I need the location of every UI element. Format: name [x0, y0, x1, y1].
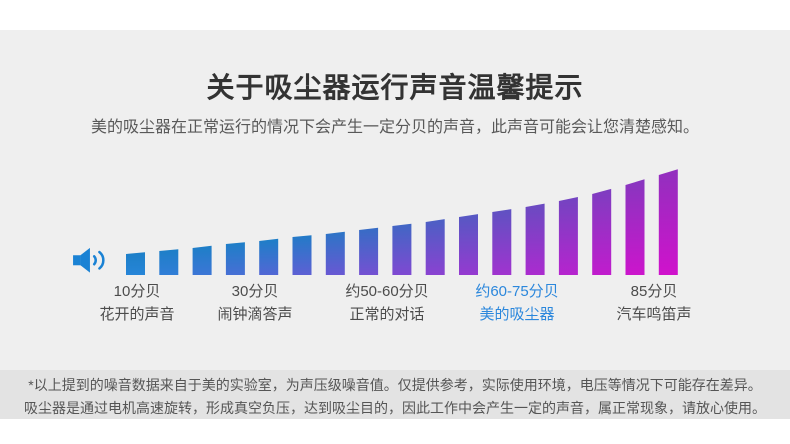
bar-chart	[126, 169, 678, 275]
label-db: 85分贝	[630, 283, 678, 300]
label-db: 约60-75分贝	[475, 283, 559, 300]
chart-bar	[525, 203, 545, 275]
footnote: *以上提到的噪音数据来自于美的实验室，为声压级噪音值。仅提供参考，实际使用环境，…	[0, 374, 790, 420]
label-db: 30分贝	[231, 283, 279, 300]
chart-label-50-60db: 约50-60分贝 正常的对话	[297, 282, 477, 325]
chart-bar	[359, 227, 379, 275]
chart-bar	[625, 179, 645, 275]
chart-bar	[126, 252, 145, 275]
label-db: 10分贝	[113, 283, 161, 300]
label-desc: 汽车鸣笛声	[616, 306, 692, 323]
chart-label-85db: 85分贝 汽车鸣笛声	[564, 282, 744, 325]
chart-bar	[292, 235, 312, 275]
chart-bar	[592, 188, 612, 275]
chart-bar	[325, 231, 345, 275]
footnote-band	[0, 370, 790, 419]
speaker-sound-waves-icon	[73, 247, 105, 273]
footnote-line2: 吸尘器是通过电机高速旋转，形成真空负压，达到吸尘目的，因此工作中会产生一定的声音…	[24, 400, 766, 416]
chart-bar	[492, 209, 512, 275]
chart-bar	[558, 197, 578, 275]
chart-bar	[425, 219, 445, 275]
page-subtitle: 美的吸尘器在正常运行的情况下会产生一定分贝的声音，此声音可能会让您清楚感知。	[90, 119, 699, 136]
chart-label-30db: 30分贝 闹钟滴答声	[165, 282, 345, 325]
gray-panel	[0, 30, 790, 370]
label-desc: 正常的对话	[349, 306, 425, 323]
chart-bar	[459, 214, 478, 275]
page-title: 关于吸尘器运行声音温馨提示	[206, 72, 584, 103]
chart-label-10db: 10分贝 花开的声音	[47, 282, 227, 325]
chart-bar	[392, 223, 412, 275]
label-desc: 花开的声音	[99, 306, 175, 323]
label-desc: 闹钟滴答声	[217, 306, 293, 323]
chart-bar	[658, 169, 678, 275]
footnote-line1: *以上提到的噪音数据来自于美的实验室，为声压级噪音值。仅提供参考，实际使用环境，…	[28, 377, 762, 393]
chart-label-60-75db-highlight: 约60-75分贝 美的吸尘器	[427, 282, 607, 325]
chart-bar	[192, 245, 212, 275]
chart-bar	[159, 249, 179, 275]
label-db: 约50-60分贝	[345, 283, 429, 300]
label-desc: 美的吸尘器	[479, 306, 555, 323]
chart-bar	[225, 242, 245, 275]
chart-bar	[259, 238, 279, 275]
